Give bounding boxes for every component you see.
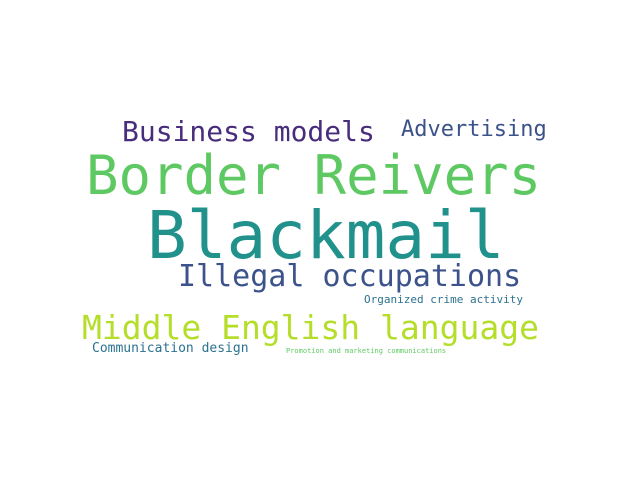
word-middle-english-language: Middle English language: [82, 308, 539, 347]
word-advertising: Advertising: [401, 117, 547, 142]
word-communication-design: Communication design: [92, 341, 249, 356]
word-promotion-marketing-communications: Promotion and marketing communications: [286, 347, 447, 355]
word-border-reivers: Border Reivers: [86, 144, 542, 207]
word-blackmail: Blackmail: [147, 197, 505, 274]
word-business-models: Business models: [122, 115, 375, 148]
word-organized-crime-activity: Organized crime activity: [364, 293, 523, 306]
word-illegal-occupations: Illegal occupations: [178, 259, 522, 294]
